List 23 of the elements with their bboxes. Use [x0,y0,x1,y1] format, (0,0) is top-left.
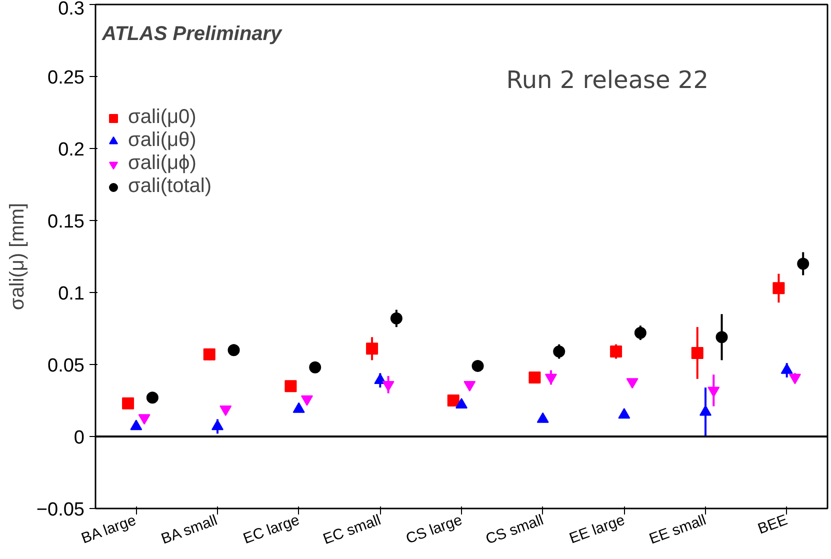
annotation: ATLAS Preliminary [101,22,283,45]
y-tick-label: 0.25 [48,68,85,88]
x-tick-label: CS large [404,512,464,548]
y-tick-label: −0.05 [36,500,85,520]
y-axis-title: σali(μ) [mm] [6,202,28,310]
y-tick-label: 0.3 [58,0,85,20]
y-tick-label: 0.05 [48,356,85,376]
legend-label: σali(μθ) [128,129,196,152]
annotation: Run 2 release 22 [506,66,708,94]
legend-label: σali(total) [128,175,212,198]
y-tick-label: 0 [74,428,85,448]
y-tick-label: 0.2 [58,140,85,160]
x-tick-label: EE large [567,512,628,548]
legend-label: σali(μϕ) [128,152,196,175]
y-tick-label: 0.1 [58,284,85,304]
y-tick-label: 0.15 [48,212,85,232]
x-tick-label: CS small [484,512,546,548]
x-tick-label: EC large [241,512,302,548]
x-tick-label: EC small [320,512,384,548]
x-tick-label: BA small [158,512,220,548]
x-tick-label: EE small [646,512,708,548]
x-tick-label: BEE [756,512,790,538]
legend-label: σali(μ0) [128,106,196,129]
